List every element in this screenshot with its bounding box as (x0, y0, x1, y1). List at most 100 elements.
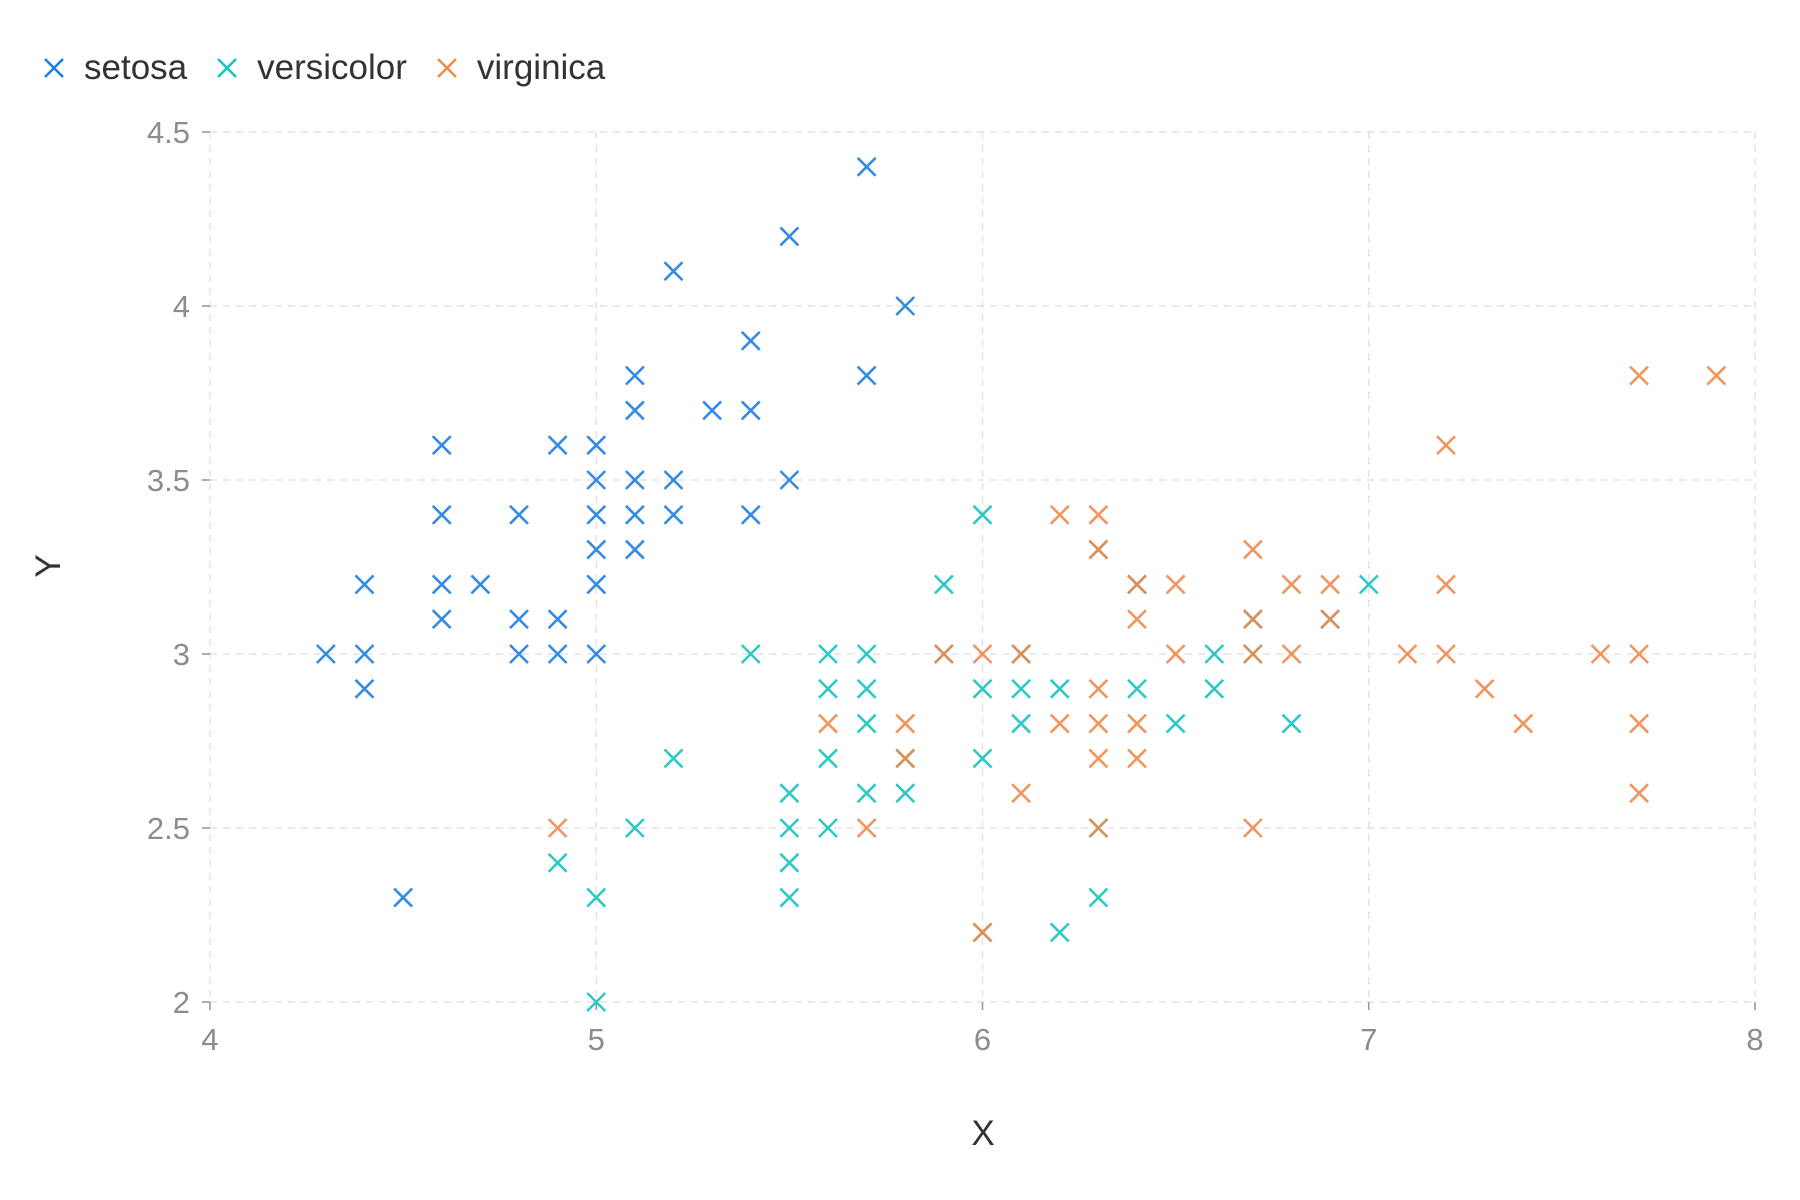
y-tick-label: 4 (173, 289, 190, 324)
x-tick-label: 4 (201, 1022, 218, 1057)
data-point-setosa (624, 470, 645, 490)
data-point-versicolor (547, 852, 568, 873)
data-point-versicolor (856, 678, 877, 699)
data-point-versicolor (895, 783, 916, 804)
y-tick-label: 4.5 (147, 115, 190, 150)
data-point-virginica (1088, 504, 1109, 525)
data-point-virginica (1011, 783, 1032, 804)
data-point-virginica (1088, 818, 1109, 838)
x-tick-label: 7 (1360, 1022, 1377, 1057)
data-point-virginica (856, 818, 877, 838)
data-point-versicolor (1204, 644, 1225, 664)
data-point-virginica (818, 713, 838, 734)
data-point-setosa (624, 400, 645, 421)
data-point-setosa (547, 644, 568, 664)
data-point-setosa (856, 365, 877, 386)
data-point-versicolor (972, 748, 993, 769)
y-tick-label: 3 (173, 637, 190, 672)
data-point-versicolor (972, 504, 993, 525)
data-point-versicolor (779, 852, 800, 873)
axes: 4 5 6 7 8 2 2.5 3 3.5 4 4.5 (147, 115, 1764, 1057)
legend-item-versicolor: versicolor (211, 48, 407, 88)
data-point-virginica (1088, 713, 1109, 734)
data-point-virginica (895, 713, 916, 734)
data-point-setosa (431, 574, 452, 595)
data-point-virginica (1242, 609, 1263, 630)
data-point-virginica (1242, 539, 1263, 560)
legend-label-versicolor: versicolor (257, 48, 407, 87)
data-point-virginica (1088, 678, 1109, 699)
data-point-setosa (740, 400, 761, 421)
data-point-setosa (663, 504, 684, 525)
y-tick-label: 2 (173, 985, 190, 1020)
data-point-setosa (586, 644, 607, 664)
data-point-virginica (1088, 748, 1109, 769)
data-point-virginica (1281, 644, 1302, 664)
data-point-versicolor (1011, 713, 1032, 734)
legend-label-setosa: setosa (84, 48, 188, 87)
data-point-setosa (354, 574, 375, 595)
data-point-virginica (1436, 435, 1456, 456)
data-point-virginica (1436, 644, 1456, 664)
data-point-versicolor (972, 678, 993, 699)
data-point-virginica (1320, 609, 1341, 630)
data-point-versicolor (1358, 574, 1379, 595)
data-point-setosa (315, 644, 336, 664)
data-point-versicolor (933, 574, 954, 595)
legend-item-virginica: virginica (431, 48, 605, 88)
data-point-virginica (1513, 713, 1534, 734)
data-point-versicolor (624, 818, 645, 838)
data-point-virginica (1706, 365, 1727, 386)
data-point-virginica (1397, 644, 1418, 664)
data-point-setosa (586, 539, 607, 560)
data-point-versicolor (818, 818, 838, 838)
data-point-setosa (624, 365, 645, 386)
data-point-versicolor (1088, 887, 1109, 908)
legend-marker-versicolor (217, 58, 238, 78)
data-point-setosa (586, 470, 607, 490)
data-point-virginica (1165, 574, 1186, 595)
data-point-virginica (1629, 783, 1650, 804)
data-point-versicolor (779, 783, 800, 804)
data-point-virginica (547, 818, 568, 838)
data-point-virginica (1088, 539, 1109, 560)
data-point-virginica (1011, 644, 1032, 664)
data-point-setosa (393, 887, 414, 908)
data-point-virginica (1049, 504, 1070, 525)
data-point-setosa (547, 435, 568, 456)
data-point-versicolor (779, 887, 800, 908)
legend-item-setosa: setosa (38, 48, 187, 88)
data-point-versicolor (1049, 678, 1070, 699)
series-virginica (547, 365, 1727, 943)
data-point-versicolor (1127, 678, 1147, 699)
data-point-setosa (586, 574, 607, 595)
data-point-virginica (1436, 574, 1456, 595)
data-point-setosa (354, 678, 375, 699)
grid-lines (209, 131, 1756, 1003)
series-versicolor (547, 504, 1379, 1012)
chart-legend: setosa versicolor virginica (38, 48, 605, 88)
data-point-setosa (586, 435, 607, 456)
x-tick-label: 6 (974, 1022, 991, 1057)
data-point-virginica (1049, 713, 1070, 734)
data-point-setosa (895, 296, 916, 316)
data-point-virginica (972, 922, 993, 943)
data-point-setosa (509, 609, 529, 630)
data-point-setosa (779, 226, 800, 247)
data-point-versicolor (1049, 922, 1070, 943)
data-point-versicolor (586, 887, 607, 908)
data-point-versicolor (818, 678, 838, 699)
data-point-setosa (779, 470, 800, 490)
x-tick-label: 5 (588, 1022, 605, 1057)
data-point-virginica (1165, 644, 1186, 664)
data-point-setosa (663, 261, 684, 282)
data-point-virginica (1242, 818, 1263, 838)
series-setosa (315, 156, 916, 908)
y-tick-label: 3.5 (147, 463, 190, 498)
data-point-virginica (933, 644, 954, 664)
data-point-setosa (702, 400, 723, 421)
x-tick-label: 8 (1746, 1022, 1763, 1057)
y-tick-label: 2.5 (147, 811, 190, 846)
